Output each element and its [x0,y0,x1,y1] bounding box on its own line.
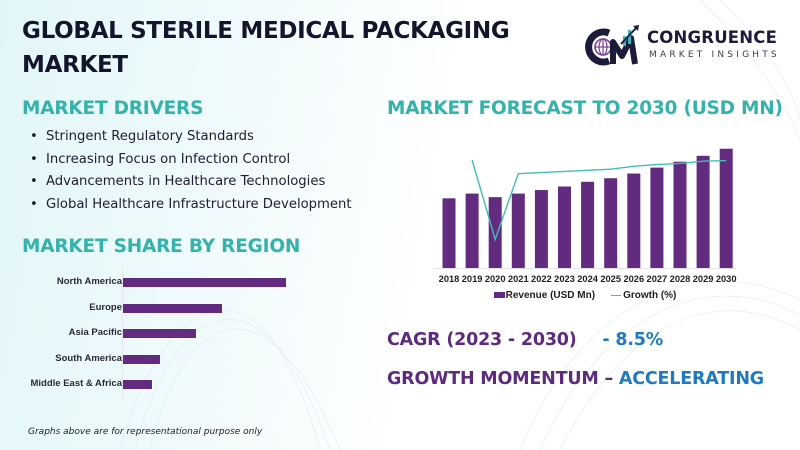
year-tick-label: 2026 [623,274,644,284]
year-tick-label: 2022 [531,274,552,284]
region-bar-label: North America [56,276,122,287]
year-tick-label: 2020 [485,274,506,284]
year-tick-label: 2018 [439,274,460,284]
momentum-label: GROWTH MOMENTUM – [387,369,614,389]
year-tick-label: 2021 [508,274,529,284]
region-share-heading: MARKET SHARE BY REGION [22,236,301,257]
company-logo: CONGRUENCE MARKET INSIGHTS [585,24,795,70]
bullet-icon: • [30,129,38,144]
market-drivers-heading: MARKET DRIVERS [22,98,204,119]
region-bar [123,354,161,364]
revenue-bar [604,178,618,268]
forecast-chart-plot: 2018 2019 2020 2021 2022 2023 2024 2025 2026 2027… [434,148,737,284]
revenue-bar [465,193,479,268]
market-drivers-list: • Stringent Regulatory Standards • Increas… [30,126,352,216]
legend-revenue-swatch [493,292,505,299]
revenue-bar [442,198,456,268]
cm-globe-chart-logo-icon [585,25,639,66]
year-tick-label: 2023 [554,274,575,284]
forecast-chart: 2018 2019 2020 2021 2022 2023 2024 2025 2026 2027… [430,138,740,310]
year-tick-label: 2028 [670,274,691,284]
revenue-bar [488,197,502,268]
driver-item: • Global Healthcare Infrastructure Develo… [30,194,352,217]
region-share-chart: North America Europe Asia Pacific South Ame… [20,268,320,398]
driver-item: • Advancements in Healthcare Technologies [30,171,352,194]
logo-name: CONGRUENCE [647,28,778,47]
revenue-bar [558,186,571,268]
legend-growth-label: Growth (%) [623,290,677,301]
bullet-icon: • [30,151,38,167]
legend-revenue-label: Revenue (USD Mn) [505,290,596,301]
revenue-bar [511,193,525,268]
bullet-icon: • [30,196,38,212]
footnote: Graphs above are for representational pu… [28,427,263,437]
revenue-bar [673,161,687,268]
region-bar [123,303,223,313]
revenue-bar [627,173,641,268]
year-tick-label: 2019 [462,274,483,284]
driver-item: • Stringent Regulatory Standards [30,126,352,149]
momentum-value: ACCELERATING [618,369,764,389]
region-bar-label: South America [55,352,122,364]
cagr-label: CAGR (2023 - 2030) [387,330,577,350]
revenue-bar [650,167,664,268]
revenue-bar [719,148,733,268]
growth-line [471,159,727,242]
year-tick-label: 2025 [600,274,621,284]
region-bar [123,380,153,389]
legend-growth-swatch [611,294,622,297]
region-chart-axis [122,268,123,398]
cagr-stat: CAGR (2023 - 2030) - 8.5% [387,330,663,350]
driver-item: • Increasing Focus on Infection Control [30,149,352,172]
year-tick-label: 2029 [693,274,714,284]
region-bar [123,329,197,338]
region-bar [123,278,286,287]
logo-subtitle: MARKET INSIGHTS [649,50,780,60]
cagr-value: - 8.5% [602,330,664,350]
region-bar-label: Middle East & Africa [30,378,122,389]
page-title: GLOBAL STERILE MEDICAL PACKAGING MARKET [22,18,510,78]
year-tick-label: 2027 [647,274,668,284]
growth-momentum-stat: GROWTH MOMENTUM – ACCELERATING [387,369,764,389]
year-tick-label: 2024 [577,274,599,284]
region-bar-label: Europe [89,301,122,313]
revenue-bar [581,181,595,268]
region-bar-label: Asia Pacific [68,327,122,338]
revenue-bar [696,155,710,268]
revenue-bar [534,190,548,268]
forecast-legend: Revenue (USD Mn) Growth (%) [430,290,740,301]
year-tick-label: 2030 [716,274,737,284]
bullet-icon: • [30,174,38,190]
forecast-heading: MARKET FORECAST TO 2030 (USD MN) [387,98,783,119]
